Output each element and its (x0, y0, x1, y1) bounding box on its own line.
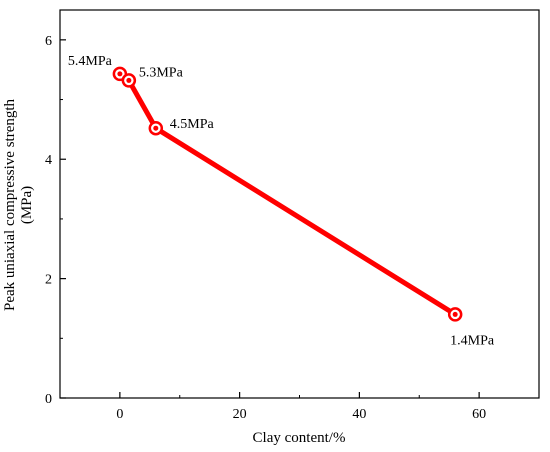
x-tick-label: 40 (352, 407, 366, 422)
data-label: 4.5MPa (170, 117, 215, 132)
data-label: 1.4MPa (450, 333, 495, 348)
data-point-center (117, 71, 123, 77)
x-tick-label: 20 (233, 407, 247, 422)
y-tick-label: 2 (45, 273, 52, 288)
x-tick-label: 60 (472, 407, 486, 422)
series-line (117, 71, 458, 317)
data-labels-layer: 5.4MPa 5.3MPa 4.5MPa 1.4MPa (68, 54, 495, 349)
x-tick-label: 0 (116, 407, 123, 422)
y-axis-label-line2: (MPa) (19, 186, 35, 224)
series-layer (112, 66, 463, 322)
y-tick-label: 0 (45, 392, 52, 407)
y-tick-label: 6 (45, 34, 52, 49)
data-point-center (126, 77, 132, 83)
data-label: 5.3MPa (139, 65, 184, 80)
y-tick-label: 4 (45, 153, 52, 168)
y-axis-label-line1: Peak uniaxial compressive strength (2, 98, 18, 311)
data-point-center (452, 311, 458, 317)
data-label: 5.4MPa (68, 54, 113, 69)
ticks-layer: 0 20 40 60 0 2 4 6 (45, 34, 540, 422)
data-point-center (153, 125, 159, 131)
x-axis-label: Clay content/% (253, 430, 346, 446)
